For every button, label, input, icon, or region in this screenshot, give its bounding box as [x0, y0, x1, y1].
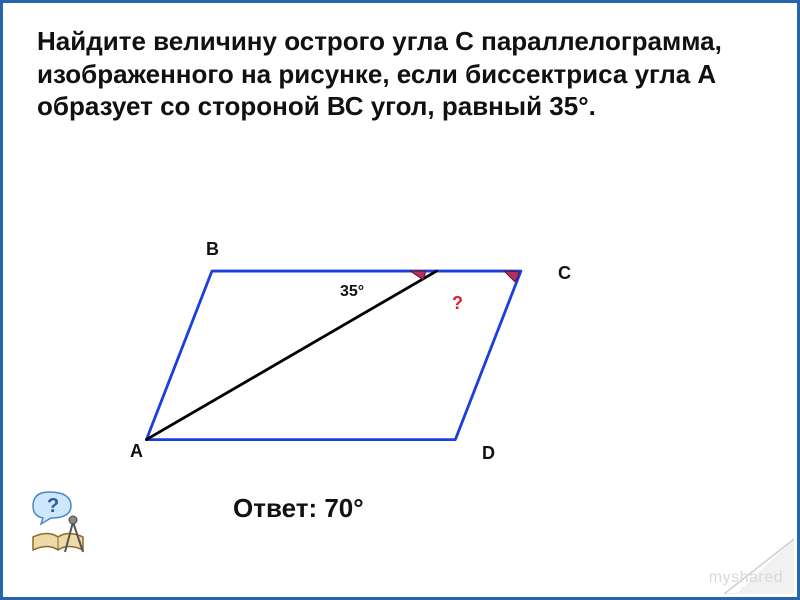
problem-text: Найдите величину острого угла С параллел… [37, 25, 763, 123]
answer-text: Ответ: 70° [233, 493, 364, 524]
parallelogram-diagram: ABCD35°? [123, 243, 563, 468]
question-book-icon: ? [23, 482, 93, 567]
unknown-angle-question-mark: ? [452, 293, 463, 314]
vertex-label-a: A [130, 441, 143, 462]
svg-text:?: ? [47, 495, 59, 517]
watermark: myshared [709, 569, 783, 587]
slide-frame: Найдите величину острого угла С параллел… [0, 0, 800, 600]
vertex-label-d: D [482, 443, 495, 464]
angle-35-label: 35° [340, 283, 364, 301]
vertex-label-c: C [558, 263, 571, 284]
vertex-label-b: B [206, 239, 219, 260]
